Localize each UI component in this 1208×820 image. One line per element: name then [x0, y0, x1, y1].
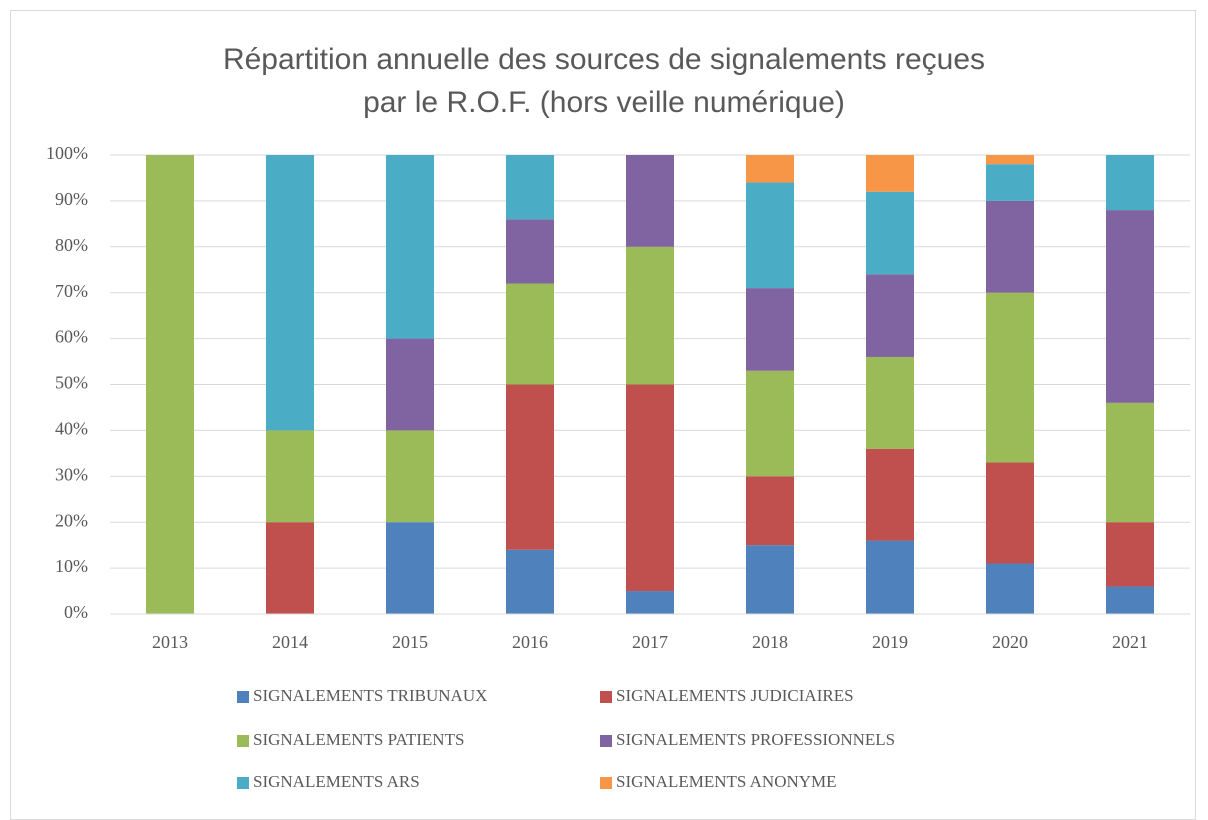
- x-tick-label: 2013: [152, 632, 188, 652]
- bar-segment: [1106, 155, 1154, 211]
- bar-segment: [986, 462, 1034, 564]
- bar-segment: [746, 370, 794, 477]
- legend-label: SIGNALEMENTS TRIBUNAUX: [253, 686, 487, 705]
- bar-segment: [986, 164, 1034, 201]
- legend-label: SIGNALEMENTS JUDICIAIRES: [616, 686, 854, 705]
- y-tick-label: 70%: [55, 281, 88, 301]
- bar-segment: [746, 545, 794, 614]
- bar-segment: [986, 155, 1034, 165]
- y-tick-label: 30%: [55, 464, 88, 484]
- y-tick-label: 0%: [64, 602, 88, 622]
- bar-segment: [1106, 522, 1154, 587]
- x-tick-label: 2019: [872, 632, 908, 652]
- legend-label: SIGNALEMENTS PATIENTS: [253, 730, 464, 749]
- x-tick-label: 2018: [752, 632, 788, 652]
- bar-segment: [626, 155, 674, 247]
- legend-swatch: [237, 735, 249, 747]
- bar-segment: [746, 288, 794, 371]
- y-tick-label: 60%: [55, 327, 88, 347]
- x-tick-label: 2016: [512, 632, 548, 652]
- bar-segment: [986, 200, 1034, 293]
- y-tick-label: 50%: [55, 373, 88, 393]
- y-tick-label: 90%: [55, 189, 88, 209]
- bar-segment: [866, 191, 914, 275]
- bar-segment: [866, 540, 914, 614]
- chart-title: Répartition annuelle des sources de sign…: [222, 43, 986, 119]
- bar-segment: [626, 384, 674, 592]
- bar-segment: [506, 384, 554, 550]
- bar-segment: [866, 448, 914, 541]
- bar-segment: [506, 283, 554, 385]
- legend-swatch: [237, 777, 249, 789]
- legend-label: SIGNALEMENTS ARS: [253, 772, 420, 791]
- bar-segment: [506, 219, 554, 284]
- y-tick-label: 100%: [46, 143, 88, 163]
- bar-segment: [626, 591, 674, 614]
- y-tick-label: 40%: [55, 419, 88, 439]
- bar-segment: [386, 522, 434, 614]
- bar-segment: [1106, 586, 1154, 614]
- bar-segment: [626, 246, 674, 385]
- legend-label: SIGNALEMENTS ANONYME: [616, 772, 837, 791]
- bar-segment: [386, 338, 434, 431]
- bar-segment: [866, 155, 914, 192]
- legend-swatch: [237, 691, 249, 703]
- bar-segment: [986, 292, 1034, 463]
- bar-segment: [866, 274, 914, 357]
- x-tick-label: 2017: [632, 632, 668, 652]
- bar-segment: [266, 522, 314, 614]
- bar-segment: [746, 155, 794, 183]
- x-tick-label: 2015: [392, 632, 428, 652]
- bar-segment: [146, 155, 194, 614]
- y-tick-label: 20%: [55, 510, 88, 530]
- legend-label: SIGNALEMENTS PROFESSIONNELS: [616, 730, 895, 749]
- x-tick-label: 2020: [992, 632, 1028, 652]
- bar-segment: [266, 430, 314, 523]
- bar-segment: [1106, 210, 1154, 403]
- legend-swatch: [600, 735, 612, 747]
- x-tick-label: 2014: [272, 632, 308, 652]
- bar-segment: [866, 356, 914, 449]
- bar-segment: [986, 563, 1034, 614]
- y-tick-label: 10%: [55, 556, 88, 576]
- y-tick-label: 80%: [55, 235, 88, 255]
- x-tick-label: 2021: [1112, 632, 1148, 652]
- legend-swatch: [600, 777, 612, 789]
- bar-segment: [506, 155, 554, 220]
- bar-segment: [1106, 402, 1154, 523]
- bar-segment: [266, 155, 314, 431]
- bar-segment: [506, 549, 554, 614]
- bar-segment: [386, 430, 434, 523]
- bar-segment: [746, 182, 794, 289]
- legend-swatch: [600, 691, 612, 703]
- bar-segment: [386, 155, 434, 339]
- bar-segment: [746, 476, 794, 546]
